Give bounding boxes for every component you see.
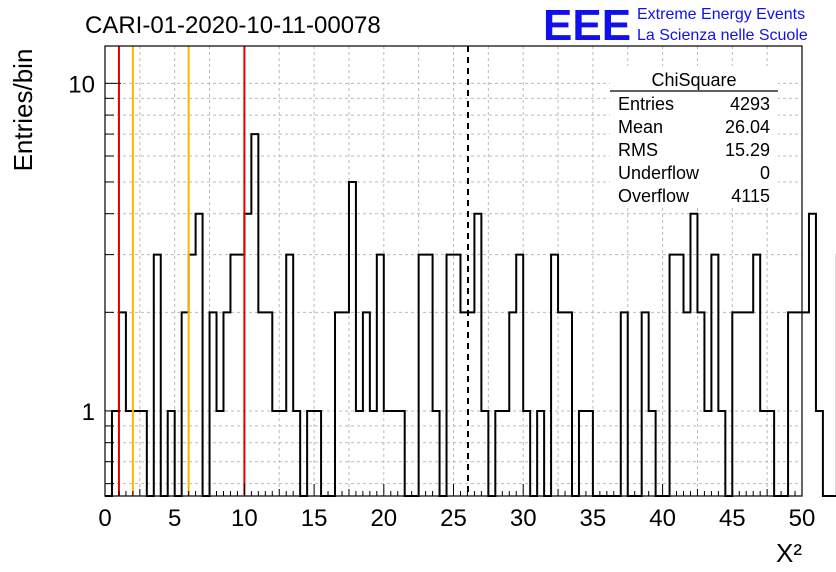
histogram-line	[105, 133, 836, 497]
chart-title: CARI-01-2020-10-11-00078	[85, 12, 381, 39]
x-tick-label: 45	[719, 505, 746, 532]
histogram-bins	[105, 133, 836, 497]
x-tick-label: 30	[510, 505, 537, 532]
stats-title: ChiSquare	[651, 70, 736, 90]
stats-row-label: Entries	[618, 94, 674, 114]
stats-row-label: Overflow	[618, 186, 690, 206]
stats-box: ChiSquare Entries 4293 Mean 26.04 RMS 15.29 Un…	[610, 66, 778, 206]
axes: 0 5 10 15 20 25 30 35 40 45 50 1 10	[68, 71, 815, 532]
x-tick-label: 35	[580, 505, 607, 532]
stats-row-label: RMS	[618, 140, 658, 160]
x-tick-label: 10	[231, 505, 258, 532]
x-tick-label: 50	[789, 505, 816, 532]
marker-lines	[117, 46, 469, 496]
stats-row-label: Underflow	[618, 163, 700, 183]
logo-line-1: Extreme Energy Events	[637, 6, 805, 23]
x-tick-label: 20	[370, 505, 397, 532]
y-tick-label: 1	[82, 399, 95, 426]
x-axis-label: X²	[776, 538, 802, 568]
x-tick-label: 0	[98, 505, 111, 532]
eee-logo: EEE Extreme Energy Events La Scienza nel…	[543, 1, 808, 50]
stats-row-value: 4115	[731, 186, 770, 206]
stats-row-label: Mean	[618, 117, 663, 137]
y-axis-label: Entries/bin	[8, 49, 38, 172]
stats-row-value: 15.29	[725, 140, 770, 160]
stats-row-value: 0	[760, 163, 770, 183]
x-tick-label: 40	[649, 505, 676, 532]
x-tick-label: 25	[440, 505, 467, 532]
logo-line-2: La Scienza nelle Scuole	[637, 27, 808, 44]
y-tick-label: 10	[68, 71, 95, 98]
stats-row-value: 26.04	[725, 117, 770, 137]
logo-mark: EEE	[543, 1, 631, 50]
x-tick-label: 5	[168, 505, 181, 532]
stats-box-bg	[610, 66, 778, 206]
stats-rows: Entries 4293 Mean 26.04 RMS 15.29 Underflow 0 Ov…	[618, 94, 770, 206]
x-tick-label: 15	[301, 505, 328, 532]
stats-row-value: 4293	[730, 94, 770, 114]
